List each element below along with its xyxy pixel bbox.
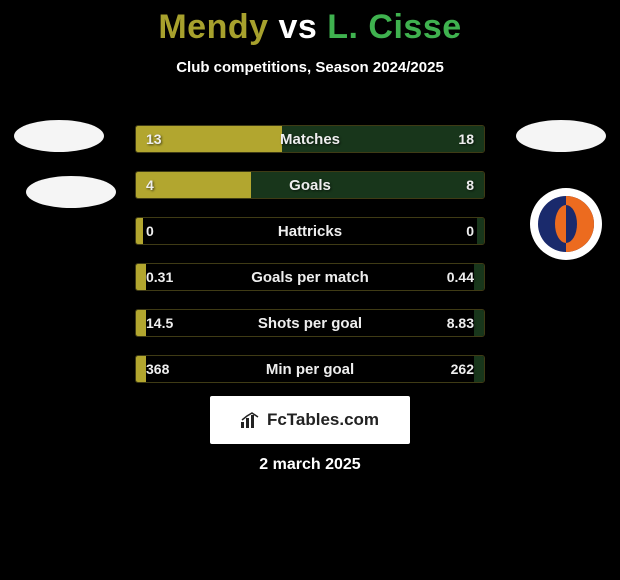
source-badge: FcTables.com: [210, 396, 410, 444]
stat-label: Goals: [136, 172, 484, 198]
player2-club-badge: [530, 188, 602, 260]
player2-name: L. Cisse: [327, 8, 461, 46]
player1-photo-placeholder: [14, 120, 104, 152]
stat-row: 368262Min per goal: [135, 355, 485, 383]
player2-photo-placeholder: [516, 120, 606, 152]
vs-text: vs: [269, 8, 328, 46]
stat-label: Shots per goal: [136, 310, 484, 336]
shield-icon: [538, 196, 594, 252]
stat-row: 14.58.83Shots per goal: [135, 309, 485, 337]
stat-row: 48Goals: [135, 171, 485, 199]
chart-icon: [241, 412, 261, 428]
stat-row: 0.310.44Goals per match: [135, 263, 485, 291]
stat-label: Goals per match: [136, 264, 484, 290]
stat-label: Hattricks: [136, 218, 484, 244]
stat-label: Matches: [136, 126, 484, 152]
source-text: FcTables.com: [267, 410, 379, 430]
player1-club-placeholder: [26, 176, 116, 208]
player1-name: Mendy: [158, 8, 268, 46]
stats-bars: 1318Matches 48Goals 00Hattricks 0.310.44Goa…: [135, 125, 485, 401]
stat-row: 1318Matches: [135, 125, 485, 153]
stat-label: Min per goal: [136, 356, 484, 382]
stat-row: 00Hattricks: [135, 217, 485, 245]
subtitle: Club competitions, Season 2024/2025: [0, 59, 620, 76]
comparison-title: Mendy vs L. Cisse: [0, 0, 620, 47]
date-text: 2 march 2025: [0, 456, 620, 474]
